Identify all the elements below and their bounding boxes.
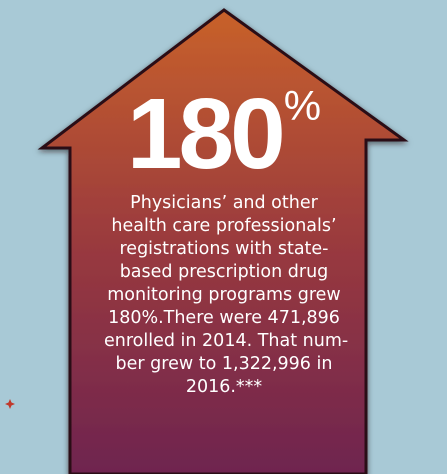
description-line: enrolled in 2014. That num- [104, 331, 349, 351]
description-line: based prescription drug [119, 262, 329, 282]
description-line: registrations with state- [119, 239, 329, 259]
star-icon [5, 399, 15, 409]
description-line: Physicians’ and other [130, 193, 318, 213]
description-line: ber grew to 1,322,996 in [115, 354, 333, 374]
stat-description: Physicians’ and other health care profes… [104, 192, 349, 399]
description-line: 2016.*** [185, 377, 263, 397]
description-line: monitoring programs grew [107, 285, 341, 305]
stat-headline: 180% [104, 84, 344, 184]
stat-unit: % [283, 82, 322, 129]
description-line: 180%.There were 471,896 [108, 308, 340, 328]
arrow-shape [37, 8, 409, 474]
description-line: health care professionals’ [111, 216, 337, 236]
stat-value: 180 [126, 78, 286, 190]
